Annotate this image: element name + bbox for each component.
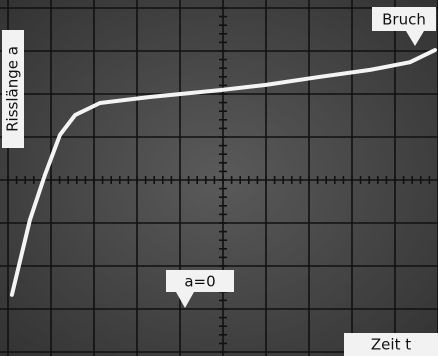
page: {"chart_data": {"type": "line", "x_label… — [0, 0, 438, 356]
annotation: Bruch — [382, 11, 426, 29]
x-axis-label: Zeit t — [371, 336, 411, 354]
y-axis-label: Risslänge a — [4, 46, 22, 132]
oscilloscope-chart: Risslänge a Bruch a=0 Zeit t — [0, 0, 438, 356]
screen — [0, 0, 438, 356]
annotation: a=0 — [184, 273, 215, 291]
